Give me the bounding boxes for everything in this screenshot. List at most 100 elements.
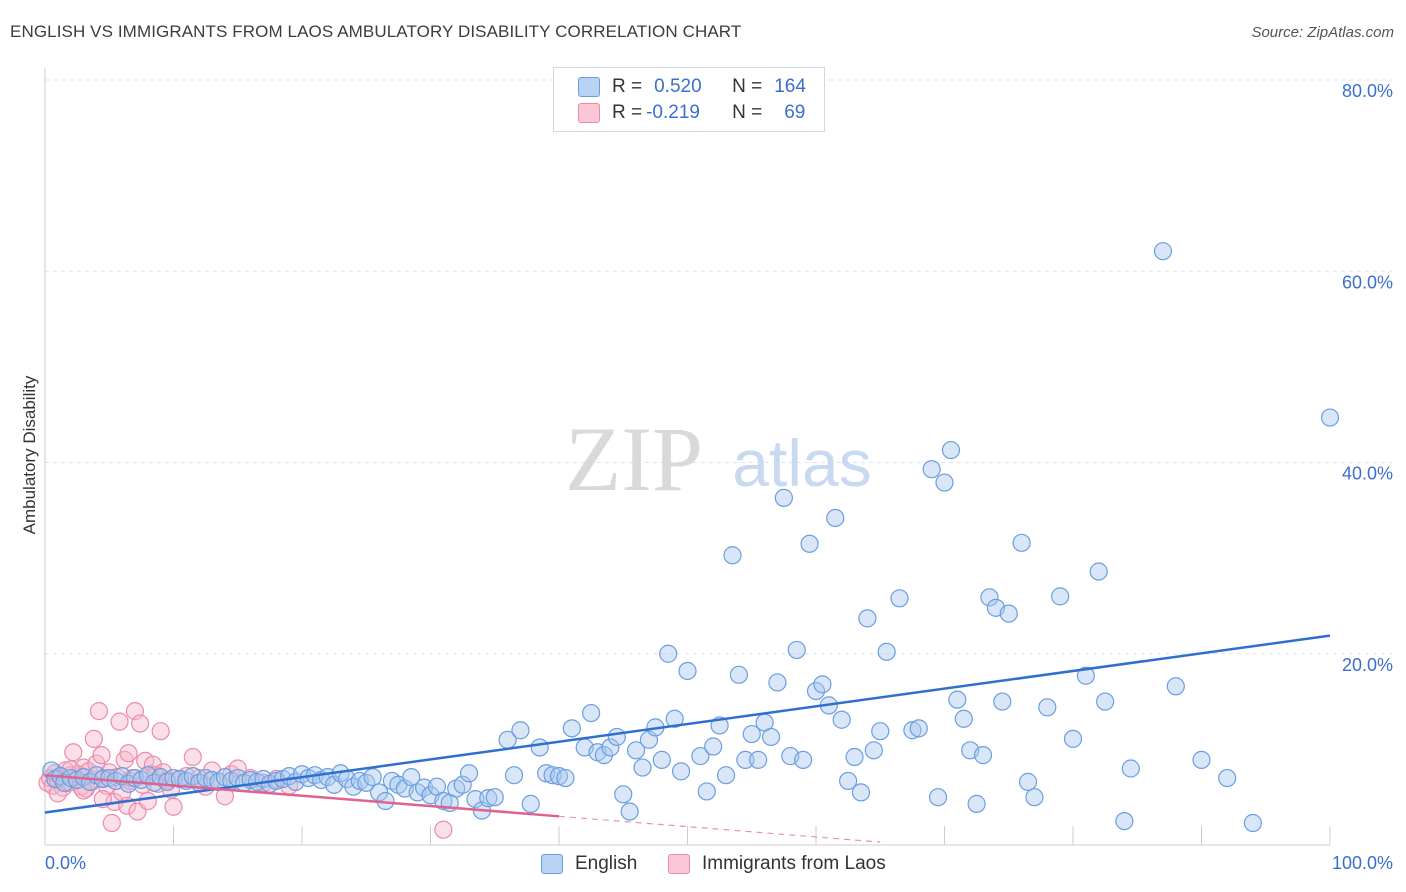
data-point xyxy=(1076,666,1095,685)
data-point xyxy=(164,797,183,816)
data-point xyxy=(626,741,646,760)
n-label: N = xyxy=(732,102,763,123)
data-point xyxy=(877,642,896,661)
data-point xyxy=(1025,788,1044,807)
data-point xyxy=(935,473,954,492)
y-tick-label: 60.0% xyxy=(1342,272,1393,292)
data-point xyxy=(620,802,639,821)
data-point xyxy=(363,768,382,787)
data-point xyxy=(633,758,652,777)
bottom-legend-english[interactable]: English xyxy=(541,852,637,876)
data-point xyxy=(967,794,986,813)
data-point xyxy=(851,783,871,802)
data-point xyxy=(504,766,524,785)
data-point xyxy=(582,703,601,723)
data-point xyxy=(671,762,691,781)
data-point xyxy=(459,764,479,783)
y-tick-label: 20.0% xyxy=(1342,655,1393,675)
data-point xyxy=(659,644,678,663)
data-point xyxy=(479,789,498,808)
data-point xyxy=(453,775,472,794)
data-point xyxy=(102,813,121,833)
data-point xyxy=(1038,698,1057,717)
data-point xyxy=(806,681,826,701)
data-point xyxy=(800,534,819,553)
data-point xyxy=(434,820,453,839)
data-point xyxy=(993,692,1012,711)
data-point xyxy=(92,746,111,765)
data-point xyxy=(485,788,504,807)
laos-r-value: -0.219 xyxy=(646,102,700,123)
english-points xyxy=(42,242,1340,833)
data-point xyxy=(909,719,928,738)
data-point xyxy=(768,673,787,692)
data-point xyxy=(1089,562,1108,581)
chart-title: ENGLISH VS IMMIGRANTS FROM LAOS AMBULATO… xyxy=(10,22,742,41)
data-point xyxy=(903,721,922,740)
data-point xyxy=(691,746,710,766)
gridlines xyxy=(45,79,1392,655)
x-tick-label-max: 100.0% xyxy=(1332,853,1393,873)
data-point xyxy=(1018,772,1038,791)
axis-labels: 20.0% 40.0% 60.0% 80.0% 0.0% 100.0% Ambulatory… xyxy=(20,81,1393,873)
data-point xyxy=(845,747,864,767)
y-tick-label: 40.0% xyxy=(1342,464,1393,484)
data-point xyxy=(119,744,138,763)
data-point xyxy=(556,768,575,788)
data-point xyxy=(704,737,723,756)
english-n-value: 164 xyxy=(774,76,806,97)
data-point xyxy=(110,712,129,731)
y-tick-label: 80.0% xyxy=(1342,81,1393,101)
data-point xyxy=(130,714,150,733)
data-point xyxy=(826,508,845,528)
data-point xyxy=(928,788,948,807)
data-point xyxy=(1115,811,1134,831)
data-point xyxy=(1051,587,1070,606)
data-point xyxy=(1096,692,1115,711)
data-point xyxy=(562,719,581,738)
data-point xyxy=(723,546,742,565)
x-tick-label-min: 0.0% xyxy=(45,853,86,873)
data-point xyxy=(530,738,549,757)
data-point xyxy=(1320,408,1340,427)
data-point xyxy=(64,743,83,762)
english-trend-line xyxy=(44,634,1331,814)
english-swatch xyxy=(578,77,600,97)
watermark: ZIP atlas xyxy=(565,408,872,510)
data-point xyxy=(941,440,961,460)
data-point xyxy=(678,661,697,681)
data-point xyxy=(521,794,540,813)
data-point xyxy=(839,771,858,791)
data-point xyxy=(151,722,170,741)
data-point xyxy=(922,460,941,479)
legend-row-english: R = 0.520 N = 164 xyxy=(578,75,806,99)
laos-swatch xyxy=(578,103,600,123)
data-point xyxy=(736,750,755,769)
data-point xyxy=(511,721,530,740)
data-point xyxy=(999,604,1018,623)
y-axis-label: Ambulatory Disability xyxy=(20,375,39,534)
english-legend-swatch xyxy=(541,854,563,874)
english-legend-label: English xyxy=(575,853,638,874)
data-point xyxy=(864,741,883,760)
data-point xyxy=(813,675,832,694)
axes xyxy=(44,68,1331,846)
r-label: R = xyxy=(612,102,643,123)
data-point xyxy=(973,746,993,765)
data-point xyxy=(749,750,768,769)
data-point xyxy=(954,709,973,728)
data-point xyxy=(549,767,569,786)
data-point xyxy=(794,750,813,769)
data-point xyxy=(138,791,157,811)
bottom-legend-laos[interactable]: Immigrants from Laos xyxy=(668,852,886,876)
data-point xyxy=(1153,242,1173,261)
n-label: N = xyxy=(732,76,763,97)
data-point xyxy=(466,789,485,809)
laos-n-value: 69 xyxy=(784,102,806,123)
data-point xyxy=(729,665,749,684)
data-point xyxy=(716,766,736,785)
trend-lines xyxy=(44,634,1331,843)
laos-trend-line xyxy=(44,773,560,818)
data-point xyxy=(183,747,202,767)
